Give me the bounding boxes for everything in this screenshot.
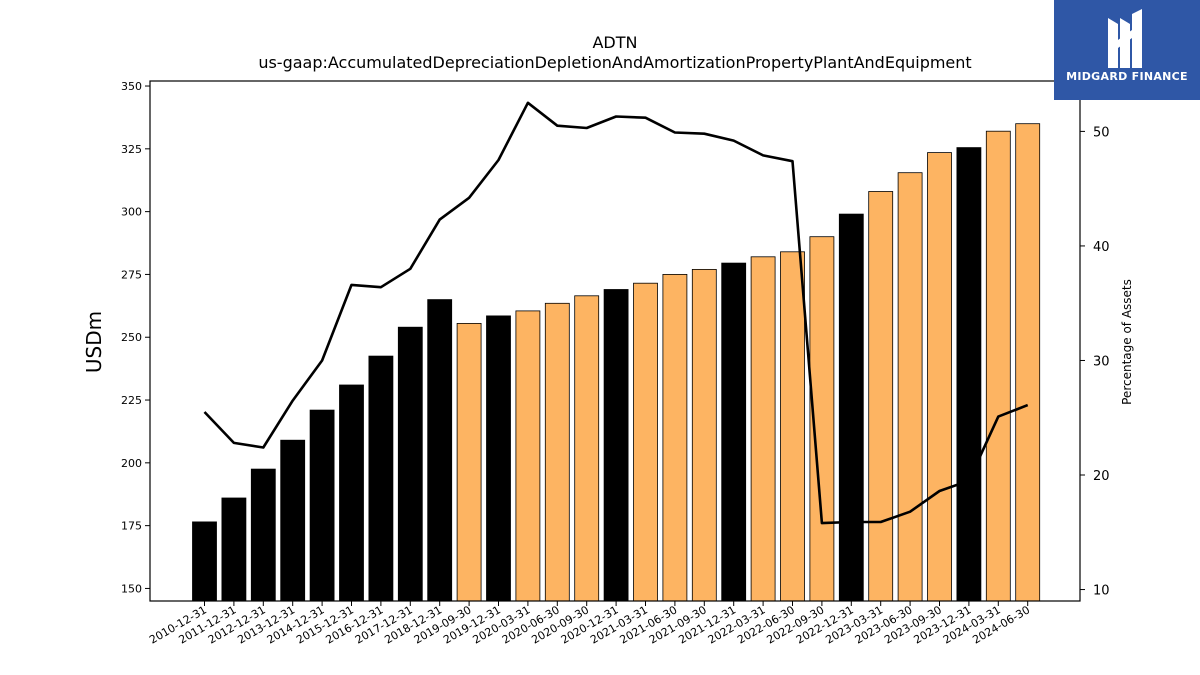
y-axis-label: USDm: [82, 311, 106, 373]
bar: [192, 521, 217, 602]
y-tick-label: 275: [121, 268, 142, 281]
y2-tick-label: 40: [1093, 240, 1110, 255]
bar: [721, 262, 747, 602]
y-tick-label: 225: [121, 394, 142, 407]
y2-tick-label: 30: [1093, 354, 1110, 369]
y-tick-label: 350: [121, 80, 142, 93]
y2-tick-label: 10: [1093, 584, 1110, 599]
bar: [985, 130, 1011, 602]
bar: [544, 302, 570, 602]
y-tick-label: 150: [121, 582, 142, 595]
bar: [956, 147, 982, 602]
y-tick-label: 325: [121, 143, 142, 156]
plot-frame: [149, 80, 1081, 602]
bar: [750, 256, 776, 602]
y-tick-label: 200: [121, 457, 142, 470]
bar: [633, 282, 658, 602]
bar: [868, 191, 894, 602]
bar: [397, 326, 423, 602]
y-tick-label: 175: [121, 520, 142, 533]
bar: [368, 355, 394, 602]
bar: [280, 439, 306, 602]
bar: [221, 497, 247, 602]
bar: [427, 299, 453, 602]
bar: [309, 409, 335, 602]
y2-axis-label: Percentage of Assets: [1120, 279, 1134, 405]
chart-title: ADTN: [592, 33, 637, 52]
bar: [574, 295, 600, 602]
bar: [897, 172, 923, 602]
y-tick-label: 300: [121, 206, 142, 219]
bar: [456, 322, 482, 602]
bar: [339, 384, 364, 602]
bar: [486, 315, 511, 602]
midgard-finance-logo: MIDGARD FINANCE: [1054, 0, 1200, 100]
bar: [603, 289, 629, 602]
bar: [250, 468, 276, 602]
bar: [662, 273, 688, 602]
bar: [780, 251, 805, 602]
bar-series: [192, 123, 1041, 602]
bar: [1015, 123, 1041, 602]
logo-text: MIDGARD FINANCE: [1066, 70, 1188, 83]
percentage-line-series: [203, 101, 1029, 525]
percentage-line: [203, 101, 1029, 525]
bar: [515, 310, 541, 602]
y2-tick-label: 20: [1093, 469, 1110, 484]
bar: [927, 152, 952, 602]
y-tick-label: 250: [121, 331, 142, 344]
chart-subtitle: us-gaap:AccumulatedDepreciationDepletion…: [258, 53, 971, 72]
bar: [691, 268, 717, 602]
y2-tick-label: 50: [1093, 125, 1110, 140]
logo-mark-icon: [1108, 9, 1142, 68]
bar: [838, 213, 864, 602]
